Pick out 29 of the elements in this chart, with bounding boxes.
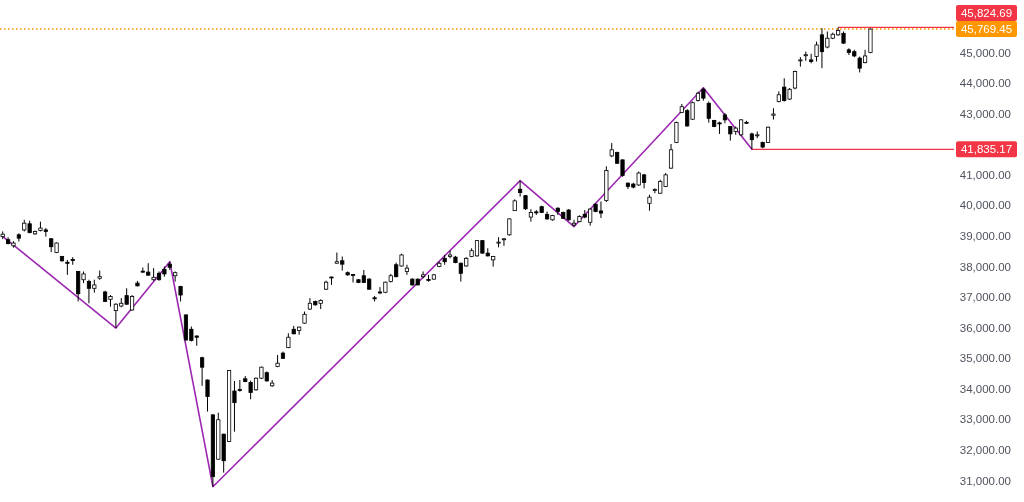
candlestick [404, 264, 409, 276]
candlestick [668, 143, 674, 170]
ref-line-label: 45,769.45 [960, 23, 1013, 36]
ref-line-label: 45,824.69 [960, 7, 1013, 20]
y-tick-label: 44,000.00 [959, 77, 1011, 90]
y-tick-label: 38,000.00 [959, 260, 1011, 273]
y-tick-label: 33,000.00 [959, 413, 1011, 426]
y-tick-label: 40,000.00 [959, 199, 1011, 212]
y-tick-label: 36,000.00 [959, 321, 1011, 334]
y-tick-label: 31,000.00 [959, 474, 1011, 487]
y-tick-label: 32,000.00 [959, 444, 1011, 457]
candlestick [518, 180, 523, 198]
candlestick [205, 378, 210, 413]
y-tick-label: 37,000.00 [959, 291, 1011, 304]
candlestick [16, 232, 21, 243]
candlestick [706, 101, 711, 124]
y-tick-label: 43,000.00 [959, 107, 1011, 120]
y-tick-label: 39,000.00 [959, 230, 1011, 243]
line-series [1, 86, 753, 488]
candlestick [200, 356, 205, 387]
y-tick-label: 41,000.00 [959, 168, 1011, 181]
candlestick [571, 219, 577, 228]
candlestick [501, 237, 507, 247]
candlestick [421, 270, 426, 279]
candlestick [868, 27, 873, 54]
y-tick-label: 35,000.00 [959, 352, 1011, 365]
y-tick-label: 34,000.00 [959, 382, 1011, 395]
ref-line-label: 41,835.17 [960, 143, 1013, 156]
y-tick-label: 45,000.00 [959, 46, 1011, 59]
